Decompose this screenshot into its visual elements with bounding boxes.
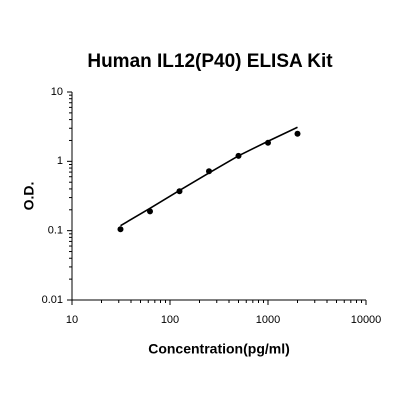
y-tick-label: 0.01: [42, 294, 63, 306]
y-tick-label: 10: [51, 86, 63, 98]
chart-title: Human IL12(P40) ELISA Kit: [87, 51, 333, 72]
x-tick-label: 10000: [351, 314, 382, 326]
fit-line: [120, 126, 298, 227]
x-tick-label: 100: [161, 314, 179, 326]
x-tick-label: 10: [66, 314, 78, 326]
y-axis-label: O.D.: [21, 182, 37, 211]
x-axis-label: Concentration(pg/ml): [148, 341, 290, 357]
data-point: [117, 226, 124, 233]
y-tick-label: 1: [57, 155, 63, 167]
x-tick-label: 1000: [256, 314, 280, 326]
data-point: [294, 130, 301, 137]
y-tick-label: 0.1: [48, 225, 63, 237]
